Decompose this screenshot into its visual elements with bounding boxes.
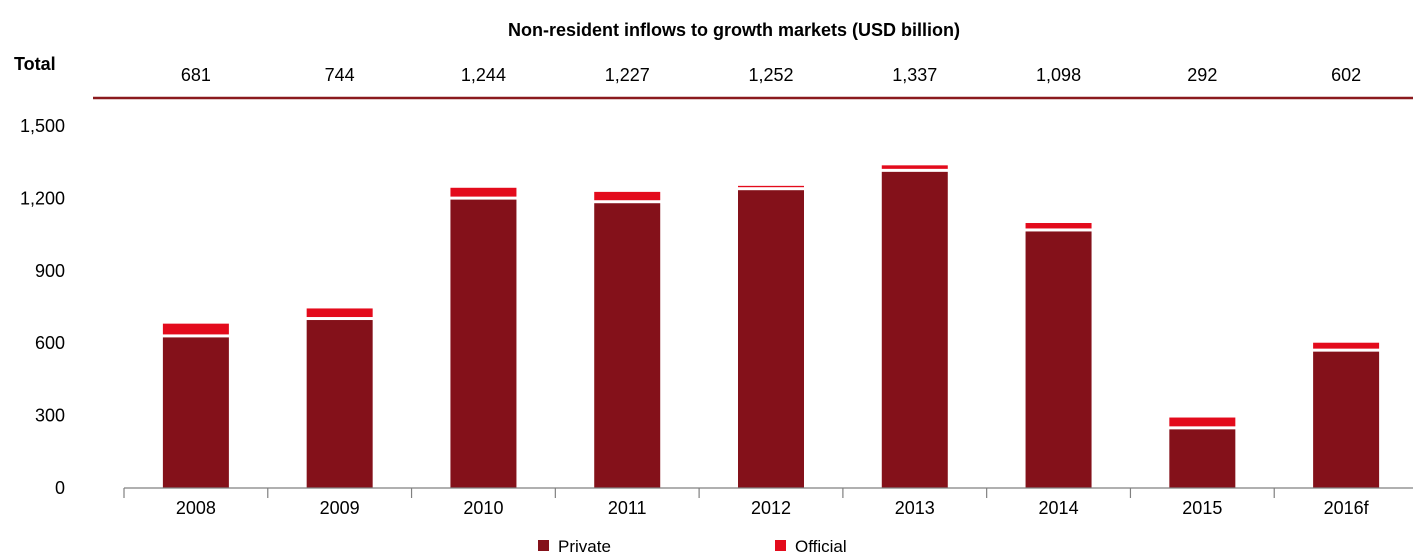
bar-official-2012 xyxy=(738,185,804,188)
legend: Private Official xyxy=(538,537,847,555)
total-value: 1,337 xyxy=(892,65,937,85)
total-value: 744 xyxy=(325,65,355,85)
bar-official-2009 xyxy=(306,308,373,318)
total-value: 1,227 xyxy=(605,65,650,85)
total-value: 1,252 xyxy=(748,65,793,85)
bar-private-2008 xyxy=(162,337,229,488)
bar-private-2015 xyxy=(1169,429,1236,488)
x-tick-label: 2015 xyxy=(1182,498,1222,518)
x-tick-label: 2016f xyxy=(1324,498,1370,518)
x-tick-label: 2011 xyxy=(608,498,647,518)
bar-official-2014 xyxy=(1025,223,1092,229)
bar-private-2013 xyxy=(881,171,948,488)
y-tick-label: 600 xyxy=(35,333,65,353)
legend-swatch-private xyxy=(538,540,549,551)
x-tick-label: 2009 xyxy=(320,498,360,518)
bar-official-2015 xyxy=(1169,417,1236,427)
total-value: 1,244 xyxy=(461,65,506,85)
x-tick-label: 2014 xyxy=(1039,498,1079,518)
bar-official-2013 xyxy=(881,165,948,169)
totals-row: 681 744 1,244 1,227 1,252 1,337 1,098 292 602 xyxy=(181,65,1361,85)
legend-label-official: Official xyxy=(795,537,847,555)
total-value: 1,098 xyxy=(1036,65,1081,85)
legend-label-private: Private xyxy=(558,537,611,555)
bar-private-2016f xyxy=(1313,351,1380,488)
bar-private-2009 xyxy=(306,320,373,488)
total-value: 602 xyxy=(1331,65,1361,85)
x-tick-label: 2008 xyxy=(176,498,216,518)
x-tick-label: 2010 xyxy=(463,498,503,518)
x-tick-label: 2012 xyxy=(751,498,791,518)
y-tick-label: 1,500 xyxy=(20,116,65,136)
bar-private-2010 xyxy=(450,199,517,488)
total-label: Total xyxy=(14,54,56,74)
bar-private-2012 xyxy=(738,190,804,488)
x-tick-label: 2013 xyxy=(895,498,935,518)
bars xyxy=(162,165,1380,489)
chart-title: Non-resident inflows to growth markets (… xyxy=(508,20,960,40)
y-tick-label: 1,200 xyxy=(20,188,65,208)
total-value: 681 xyxy=(181,65,211,85)
bar-official-2008 xyxy=(162,323,229,335)
bar-official-2010 xyxy=(450,187,517,197)
bar-official-2016f xyxy=(1313,342,1380,349)
bar-private-2014 xyxy=(1025,231,1092,489)
y-tick-label: 900 xyxy=(35,261,65,281)
y-tick-label: 300 xyxy=(35,406,65,426)
x-axis-ticks xyxy=(123,488,1275,498)
y-tick-label: 0 xyxy=(55,478,65,498)
bar-private-2011 xyxy=(594,203,661,488)
y-axis-ticks: 0 300 600 900 1,200 1,500 xyxy=(20,116,65,498)
bar-official-2011 xyxy=(594,191,661,201)
x-axis-labels: 2008 2009 2010 2011 2012 2013 2014 2015 2016f xyxy=(176,498,1370,518)
legend-swatch-official xyxy=(775,540,786,551)
total-value: 292 xyxy=(1187,65,1217,85)
